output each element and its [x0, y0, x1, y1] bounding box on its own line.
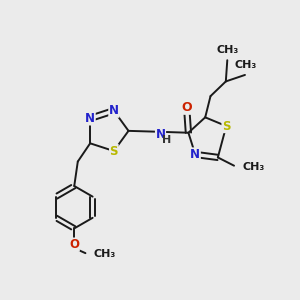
Text: O: O [182, 101, 192, 114]
Text: CH₃: CH₃ [94, 249, 116, 259]
Text: S: S [110, 145, 118, 158]
Text: S: S [222, 120, 230, 133]
Text: H: H [162, 135, 171, 145]
Text: CH₃: CH₃ [216, 45, 238, 55]
Text: N: N [190, 148, 200, 161]
Text: O: O [69, 238, 79, 251]
Text: N: N [85, 112, 95, 125]
Text: N: N [109, 104, 119, 117]
Text: CH₃: CH₃ [242, 162, 265, 172]
Text: CH₃: CH₃ [234, 60, 257, 70]
Text: N: N [155, 128, 166, 141]
